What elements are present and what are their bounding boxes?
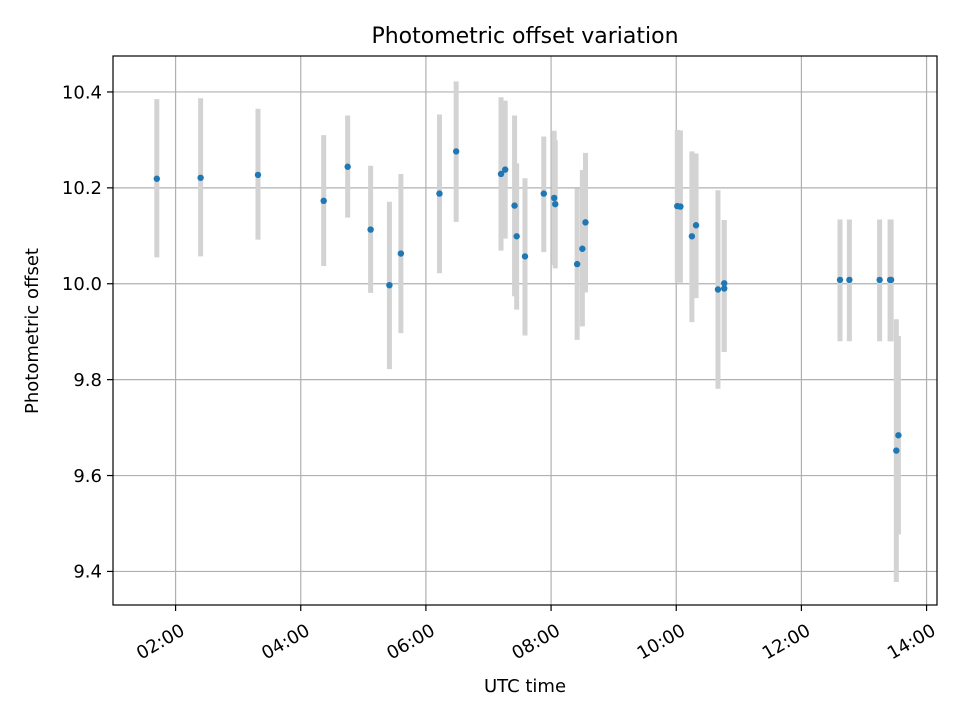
data-point <box>511 202 518 209</box>
data-point <box>721 285 728 292</box>
data-points <box>153 148 902 454</box>
data-point <box>501 166 509 173</box>
data-point <box>887 276 895 284</box>
data-point <box>836 276 844 284</box>
data-point <box>367 226 374 233</box>
data-point <box>677 203 684 210</box>
data-point <box>513 233 520 240</box>
data-point <box>552 200 559 208</box>
y-tick-label: 10.2 <box>62 178 102 199</box>
y-tick-label: 9.8 <box>73 370 102 391</box>
data-point <box>254 171 262 179</box>
data-point <box>573 260 581 268</box>
plot-frame <box>112 55 938 606</box>
data-point <box>153 175 161 182</box>
data-point <box>582 219 589 226</box>
y-tick-label: 9.6 <box>73 466 102 487</box>
data-point <box>714 286 722 293</box>
data-point <box>893 447 900 454</box>
data-point <box>551 194 558 202</box>
data-point <box>344 163 351 170</box>
x-axis-label: UTC time <box>484 676 566 697</box>
data-point <box>876 276 883 284</box>
data-point <box>452 148 460 155</box>
data-point <box>579 245 586 252</box>
data-point <box>721 280 728 287</box>
y-axis-label: Photometric offset <box>22 248 43 414</box>
data-point <box>497 170 505 178</box>
chart-title: Photometric offset variation <box>371 24 678 49</box>
data-point <box>688 233 696 240</box>
y-tick-label: 10.4 <box>62 82 102 103</box>
data-point <box>692 222 700 229</box>
grid <box>113 56 937 605</box>
y-tick-label: 9.4 <box>73 562 102 583</box>
data-point <box>540 190 547 197</box>
data-point <box>397 250 405 257</box>
y-tick-label: 10.0 <box>62 274 102 295</box>
data-point <box>846 276 853 284</box>
y-axis-ticks: 9.4 9.6 9.8 10.0 10.2 10.4 <box>62 82 113 583</box>
data-point <box>197 174 204 181</box>
data-point <box>436 190 443 197</box>
data-point <box>386 281 393 289</box>
data-point <box>320 197 327 205</box>
data-point <box>895 432 902 439</box>
data-point <box>521 253 529 260</box>
